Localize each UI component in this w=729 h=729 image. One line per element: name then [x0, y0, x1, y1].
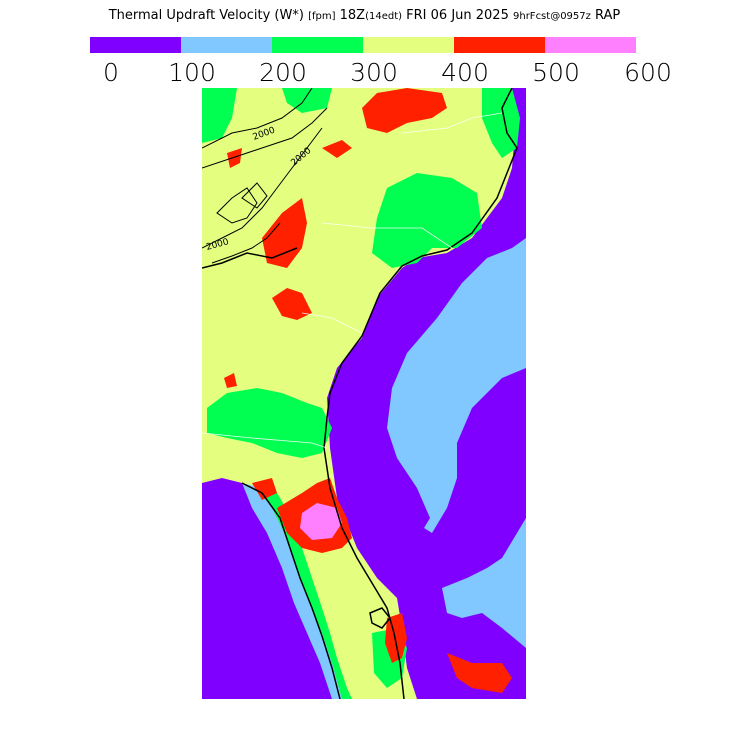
- legend-tick-400: 400: [441, 58, 489, 87]
- gulf-coast-blue: [242, 483, 342, 699]
- coastline-outline: [202, 88, 518, 699]
- chart-title: Thermal Updraft Velocity (W*) [fpm] 18Z(…: [0, 8, 729, 23]
- gulf-coast-green: [257, 483, 352, 699]
- offshore-red-patch: [447, 653, 512, 693]
- title-fcst: 9hrFcst@0957z: [513, 11, 591, 22]
- legend-swatch-500-600: [545, 37, 636, 53]
- legend-tick-300: 300: [350, 58, 398, 87]
- red-region-small-3: [224, 373, 237, 388]
- title-units: [fpm]: [308, 11, 336, 22]
- green-region-nw: [202, 88, 237, 143]
- legend-tick-600: 600: [624, 58, 672, 87]
- legend-tick-0: 0: [103, 58, 119, 87]
- height-contours: [202, 88, 328, 264]
- pink-region-central-fl: [300, 503, 342, 540]
- red-region-va: [362, 88, 447, 133]
- legend-tick-100: 100: [168, 58, 216, 87]
- red-region-small-1: [322, 140, 352, 158]
- title-date: FRI 06 Jun 2025: [406, 8, 509, 23]
- offshore-plume: [387, 238, 526, 533]
- legend-swatch-400-500: [454, 37, 545, 53]
- red-region-sc-upstate: [262, 198, 307, 268]
- legend-swatch-300-400: [363, 37, 454, 53]
- legend-swatch-0-100: [90, 37, 181, 53]
- legend-swatch-100-200: [181, 37, 272, 53]
- legend-labels: 0 100 200 300 400 500 600: [0, 58, 729, 88]
- gulf-of-mexico: [202, 478, 337, 699]
- title-time: 18Z: [339, 8, 366, 23]
- title-main: Thermal Updraft Velocity (W*): [108, 8, 304, 23]
- red-region-ga: [272, 288, 312, 320]
- legend-swatch-200-300: [272, 37, 363, 53]
- red-region-small-2: [227, 148, 242, 168]
- red-region-small-4: [252, 478, 277, 500]
- green-region-mountains: [282, 88, 332, 113]
- title-model: RAP: [595, 8, 621, 23]
- green-region-va: [482, 88, 520, 158]
- red-region-se-fl: [385, 613, 407, 663]
- legend-tick-500: 500: [532, 58, 580, 87]
- title-local: (14edt): [365, 11, 403, 22]
- thermal-map: 2000 2000 2000: [202, 88, 526, 699]
- green-region-north-fl: [207, 388, 332, 458]
- state-borders: [202, 112, 503, 449]
- offshore-patch-south: [442, 518, 526, 648]
- color-legend: [90, 37, 636, 53]
- legend-tick-200: 200: [259, 58, 307, 87]
